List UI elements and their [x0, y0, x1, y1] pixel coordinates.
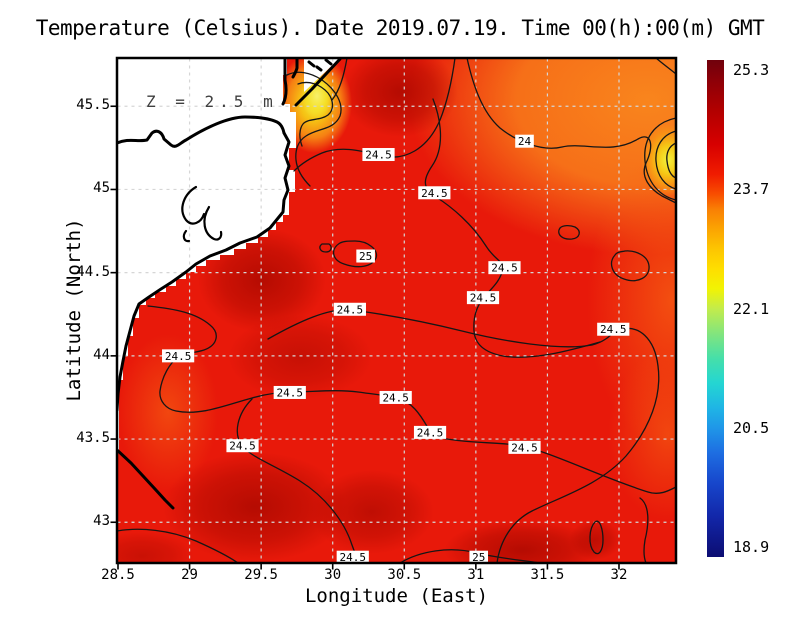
- contour-label-box: [356, 249, 375, 263]
- contour-label: 24.5: [491, 262, 518, 275]
- contour-label-box: [466, 291, 500, 305]
- y-tick-label: 45: [93, 180, 110, 197]
- contour-label-box: [162, 349, 195, 363]
- colorbar-tick-label: 20.5: [733, 418, 770, 437]
- x-tick-label: 30.5: [387, 567, 422, 583]
- contour-label: 24.5: [165, 350, 192, 363]
- colorbar-tick-label: 25.3: [733, 60, 770, 79]
- x-tick-label: 29: [181, 567, 198, 583]
- contour-label-box: [515, 134, 534, 148]
- y-tick-label: 45.5: [76, 97, 110, 114]
- x-tick-label: 28.5: [101, 567, 135, 583]
- contour-label: 24.5: [277, 386, 304, 399]
- contour-label: 25: [359, 250, 372, 263]
- colorbar-tick-label: 18.9: [733, 538, 770, 557]
- x-tick-label: 31.5: [530, 567, 565, 583]
- x-tick-label: 30: [324, 567, 342, 583]
- contour-label: 24: [518, 135, 532, 148]
- contour-label: 24.5: [382, 391, 409, 404]
- y-tick-label: 44.5: [76, 263, 110, 280]
- contour-label: 24.5: [600, 323, 627, 336]
- colorbar-tick-label: 22.1: [733, 299, 770, 318]
- contour-label: 24.5: [365, 149, 392, 162]
- contour-label: 24.5: [417, 426, 444, 439]
- coastline: [117, 58, 342, 510]
- land-mask: [117, 58, 296, 454]
- map-area: 24.5 24 24.5 25 24.5 24.5 24.5 24.5 24.5 24.5 24.5…: [117, 58, 676, 564]
- x-tick-label: 31: [467, 567, 485, 583]
- contour-label-box: [508, 440, 541, 454]
- cape-kaliakra-coast: [117, 448, 175, 510]
- contour-labels: 24.5 24 24.5 25 24.5 24.5 24.5 24.5 24.5 24.5 24.5…: [162, 134, 630, 564]
- y-tick-label: 44: [93, 346, 110, 363]
- colorbar-tick-label: 23.7: [733, 180, 770, 199]
- y-axis-label: Latitude (North): [63, 218, 85, 402]
- contour-label: 24.5: [229, 440, 256, 453]
- plot-frame: [115, 56, 678, 565]
- depth-annotation: Z = 2.5 m: [146, 92, 278, 111]
- y-tick-label: 43.5: [76, 430, 110, 447]
- contour-label: 24.5: [470, 292, 497, 305]
- contour-label-box: [418, 186, 451, 200]
- contour-label: 24.5: [421, 187, 448, 200]
- delta-spit: [294, 58, 342, 107]
- contour-label: 24.5: [511, 441, 538, 454]
- contour-label-box: [226, 439, 259, 453]
- x-tick-label: 32: [610, 567, 628, 583]
- contour-label: 25: [472, 551, 485, 564]
- colorbar: [707, 60, 724, 557]
- contour-label-box: [488, 261, 521, 275]
- contour-label-box: [413, 425, 447, 439]
- contour-label-box: [273, 385, 306, 399]
- contour-label: 24.5: [337, 303, 364, 316]
- contour-label-box: [379, 390, 412, 404]
- x-tick-label: 29.5: [244, 567, 278, 583]
- contour-label: 24.5: [339, 551, 366, 564]
- contour-label-box: [362, 148, 395, 162]
- x-axis-label: Longitude (East): [304, 585, 489, 607]
- coastal-lakes: [181, 185, 223, 243]
- y-tick-label: 43: [93, 513, 110, 530]
- contour-label-box: [597, 322, 630, 336]
- delta-islands: [307, 58, 333, 72]
- contour-label-box: [333, 302, 366, 316]
- gridlines: [117, 58, 676, 563]
- lagoon-shore: [281, 58, 288, 106]
- plot-title: Temperature (Celsius). Date 2019.07.19. …: [35, 16, 765, 40]
- contour-label-box: [336, 550, 369, 563]
- contour-label-box: [469, 550, 489, 563]
